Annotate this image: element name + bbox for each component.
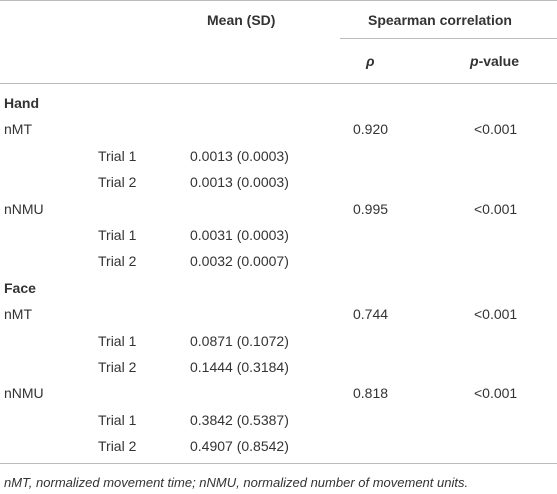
rule: [0, 83, 557, 84]
trial-name: Trial 2: [98, 253, 137, 270]
mean-sd: 0.0871 (0.1072): [190, 332, 289, 349]
header-p-value: p-value: [470, 52, 519, 70]
header-mean: Mean (SD): [207, 12, 276, 28]
trial-name: Trial 2: [98, 359, 137, 375]
footnote: nMT, normalized movement time; nNMU, nor…: [4, 475, 469, 490]
trial-name: Trial 2: [98, 438, 137, 455]
header-p-italic: p: [470, 53, 479, 69]
trial-name: Trial 1: [98, 147, 137, 164]
rho-value: 0.995: [353, 200, 389, 217]
p-value: <0.001: [474, 306, 518, 323]
mean-sd: 0.3842 (0.5387): [190, 411, 289, 428]
mean-sd: 0.0013 (0.0003): [190, 174, 289, 191]
section-title: Hand: [4, 95, 39, 111]
rho-value: 0.920: [353, 121, 389, 138]
measure-name: nMT: [4, 306, 32, 323]
mean-sd: 0.0031 (0.0003): [190, 227, 289, 243]
mean-sd: 0.4907 (0.8542): [190, 438, 289, 455]
rho-value: 0.818: [353, 385, 389, 402]
rho-value: 0.744: [353, 306, 389, 323]
rule: [340, 38, 557, 39]
p-value: <0.001: [474, 385, 518, 402]
measure-name: nNMU: [4, 200, 44, 217]
rule: [0, 0, 557, 1]
p-value: <0.001: [474, 121, 518, 138]
measure-name: nMT: [4, 121, 32, 138]
trial-name: Trial 1: [98, 227, 137, 243]
mean-sd: 0.0032 (0.0007): [190, 253, 289, 270]
trial-name: Trial 1: [98, 411, 137, 428]
mean-sd: 0.1444 (0.3184): [190, 359, 289, 375]
section-title: Face: [4, 279, 36, 296]
mean-sd: 0.0013 (0.0003): [190, 147, 289, 164]
trial-name: Trial 2: [98, 174, 137, 191]
header-spearman: Spearman correlation: [368, 12, 512, 28]
rule: [0, 463, 557, 464]
trial-name: Trial 1: [98, 332, 137, 349]
p-value: <0.001: [474, 200, 518, 217]
header-rho: ρ: [366, 53, 375, 69]
measure-name: nNMU: [4, 385, 44, 402]
header-p-rest: -value: [478, 53, 520, 69]
